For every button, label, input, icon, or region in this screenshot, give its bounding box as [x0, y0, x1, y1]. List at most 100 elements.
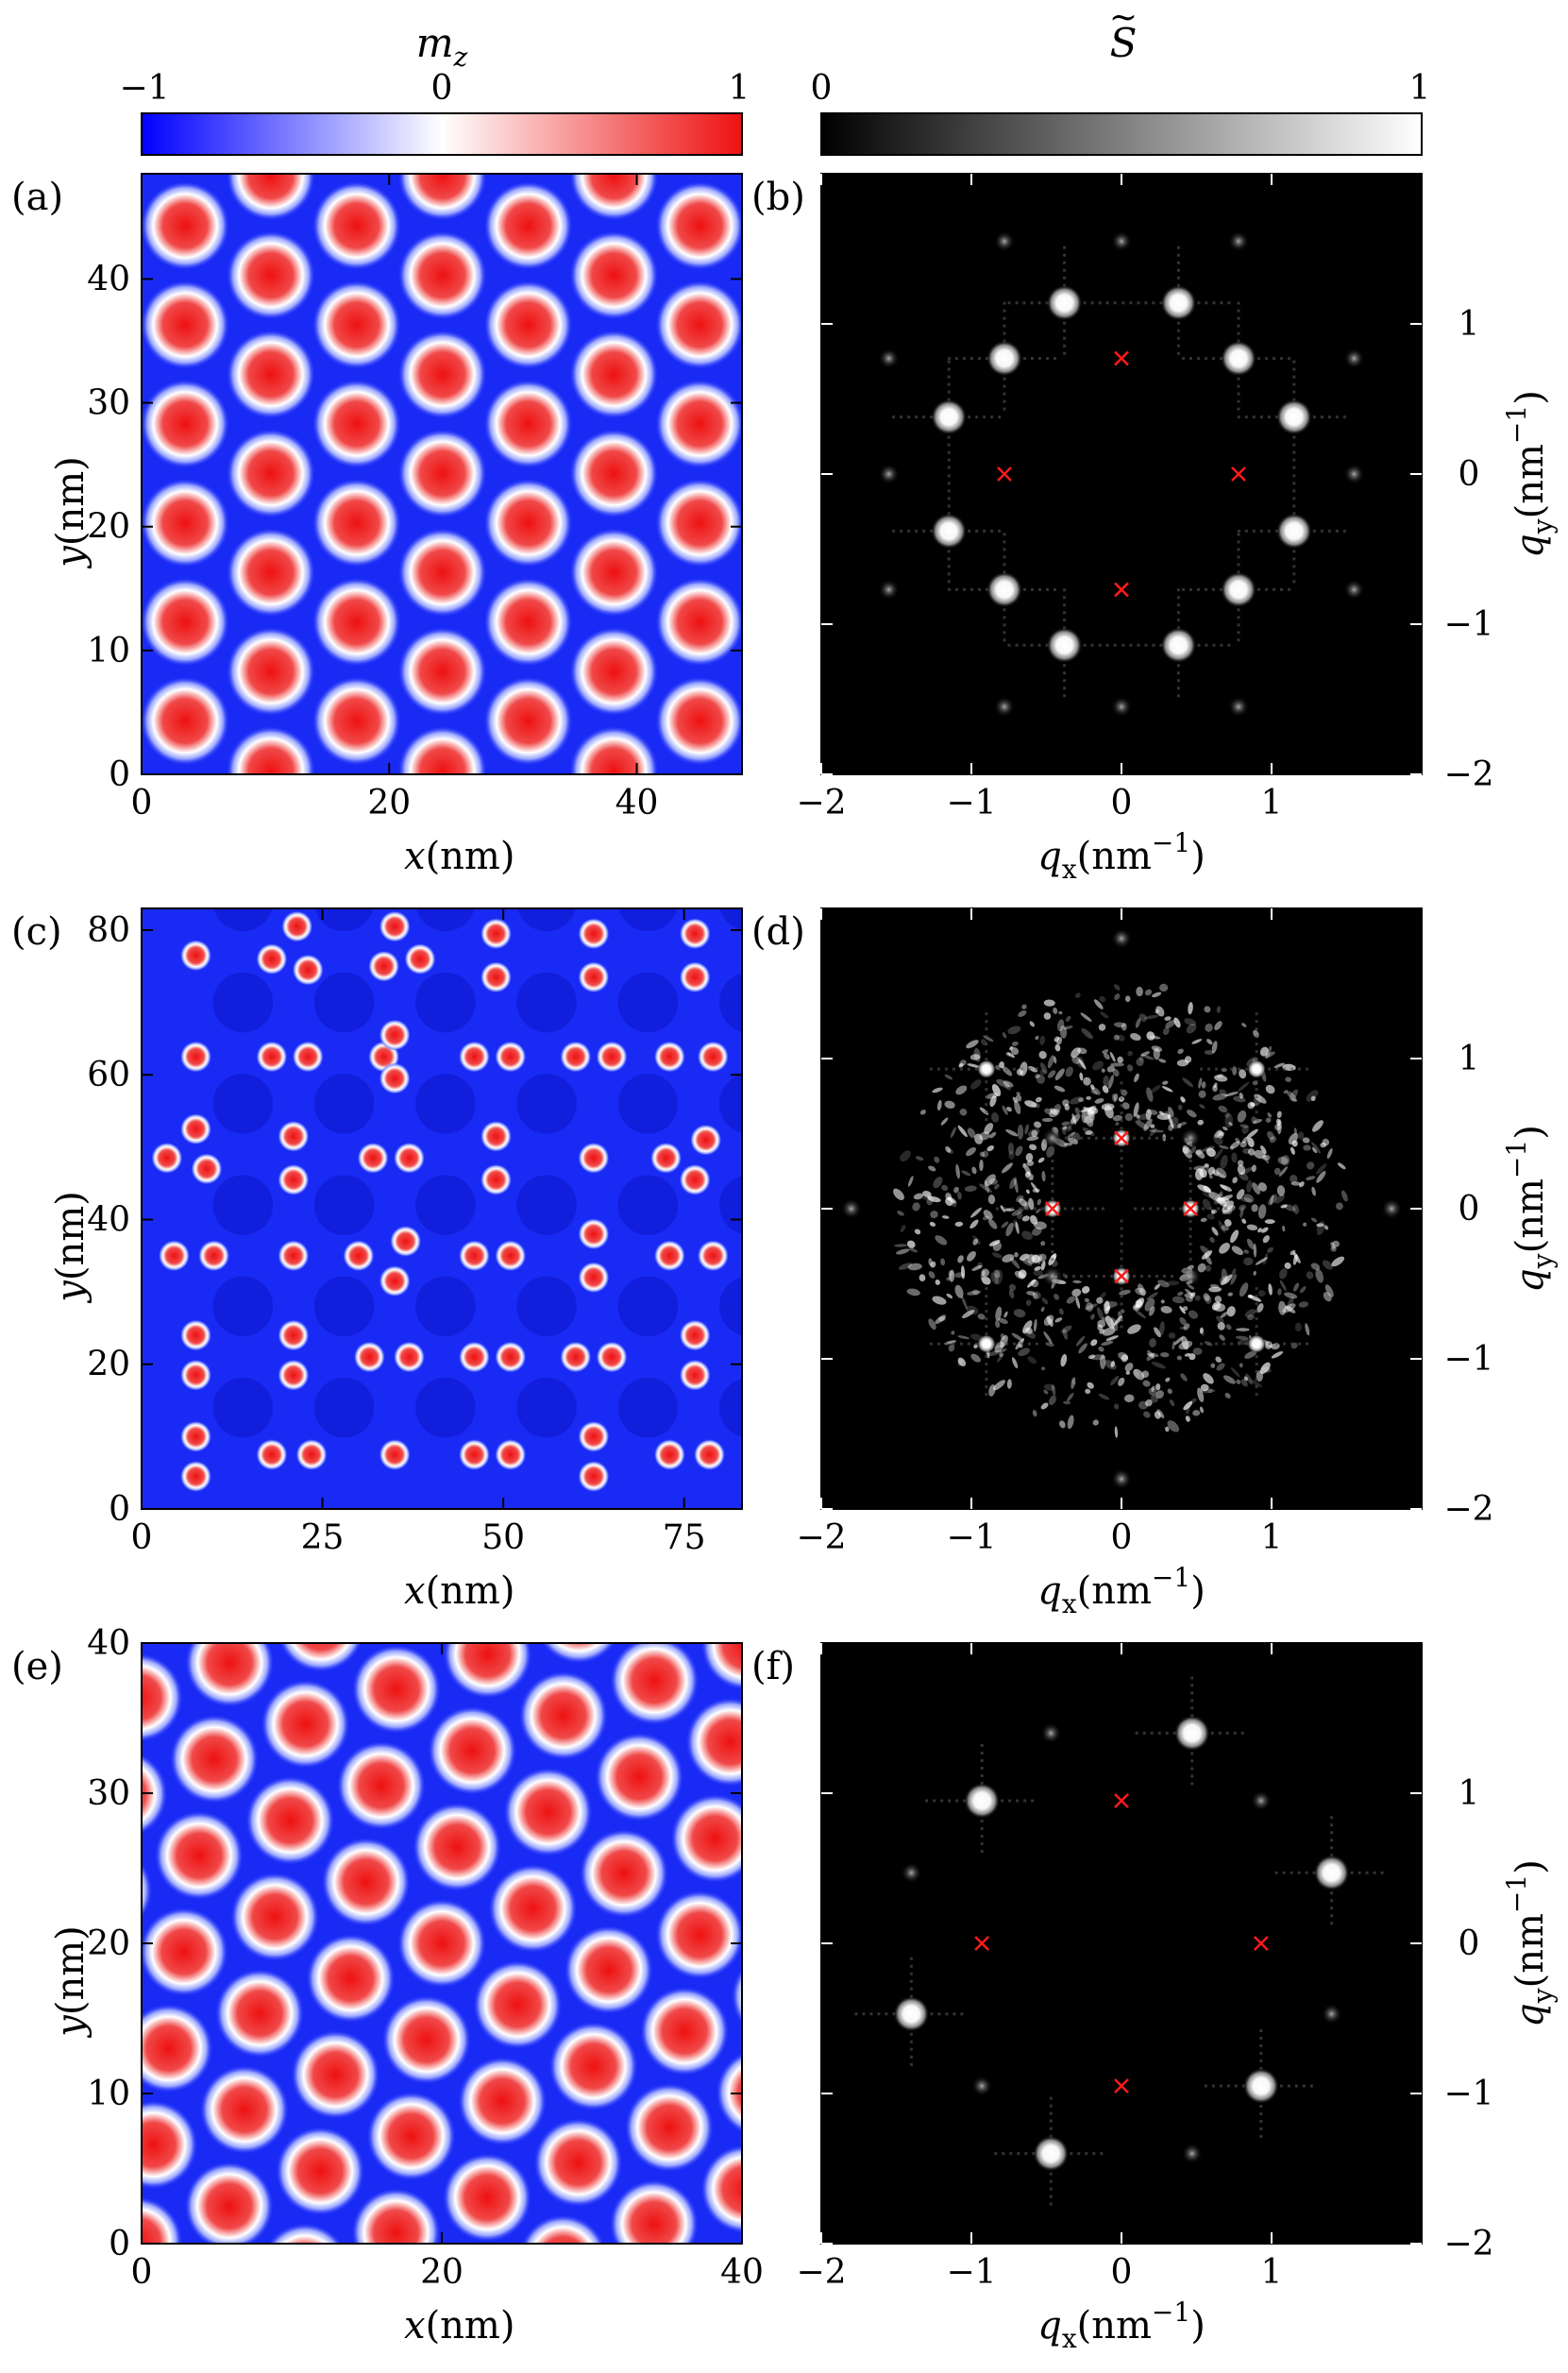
speckle: [1217, 1196, 1227, 1207]
bright-peak: [931, 398, 968, 435]
y-tick-label: −2: [1443, 1490, 1493, 1529]
x-tick-label: −2: [796, 784, 846, 822]
speckle: [1260, 1227, 1269, 1233]
speckle: [1206, 1147, 1216, 1158]
speckle: [941, 1215, 950, 1219]
speckle: [971, 1289, 979, 1296]
speckle: [986, 1144, 994, 1152]
skyrmion: [142, 676, 229, 766]
speckle: [1224, 1092, 1239, 1097]
speckle: [1199, 1104, 1206, 1109]
skyrmion: [397, 528, 487, 618]
speckle: [1060, 1126, 1072, 1132]
speckle: [907, 1176, 914, 1187]
speckle: [1082, 1286, 1090, 1294]
skyrmion: [578, 1460, 610, 1493]
speckle: [999, 1348, 1007, 1353]
speckle: [1104, 1105, 1114, 1119]
speckle: [1241, 1126, 1249, 1134]
speckle: [1207, 1388, 1213, 1394]
speckle: [1048, 1395, 1056, 1405]
x-tick-label: 40: [720, 2253, 764, 2292]
speckle: [993, 1269, 1001, 1279]
speckle: [1299, 1181, 1305, 1188]
speckle: [1029, 1021, 1035, 1027]
faint-peak: [901, 1862, 922, 1884]
speckle: [1096, 1297, 1104, 1304]
speckle: [945, 1145, 952, 1153]
sq-background: [821, 1643, 1422, 2244]
speckle: [1093, 999, 1104, 1009]
y-tick-label: 0: [1458, 1924, 1480, 1963]
speckle: [984, 1179, 990, 1194]
speckle: [1062, 1099, 1070, 1107]
skyrmion: [368, 950, 400, 982]
speckle: [1032, 1291, 1041, 1299]
speckle: [1251, 1204, 1258, 1212]
faint-peak: [1181, 2143, 1203, 2164]
speckle: [1145, 1109, 1152, 1121]
speckle: [893, 1188, 904, 1200]
speckle: [1220, 1155, 1228, 1169]
speckle: [1206, 1213, 1215, 1220]
speckle: [1127, 1324, 1141, 1334]
speckle: [1010, 1046, 1020, 1056]
speckle: [1323, 1292, 1332, 1302]
speckle: [1259, 1046, 1269, 1057]
skyrmion: [548, 2022, 638, 2110]
speckle: [1220, 1312, 1228, 1318]
speckle: [1156, 1113, 1172, 1121]
speckle: [989, 1095, 997, 1108]
skyrmion: [700, 1643, 742, 1690]
speckle: [1016, 1212, 1023, 1220]
speckle: [1102, 1085, 1109, 1093]
skyrmion: [278, 1163, 310, 1195]
speckle: [1101, 1340, 1114, 1346]
skyrmion: [312, 479, 401, 568]
skyrmion: [281, 910, 313, 942]
speckle: [922, 1190, 932, 1197]
speckle: [1292, 1251, 1301, 1263]
speckle: [1054, 1036, 1060, 1042]
y-tick-label: 0: [109, 1490, 130, 1529]
speckle: [1244, 1309, 1256, 1317]
speckle: [1149, 1129, 1164, 1133]
y-axis-label: y(nm): [49, 1191, 93, 1304]
speckle: [1025, 1299, 1032, 1306]
skyrmion: [596, 1341, 628, 1373]
speckle: [1290, 1146, 1295, 1155]
speckle: [1100, 1011, 1109, 1019]
speckle: [1256, 1303, 1264, 1313]
speckle: [1155, 1383, 1161, 1391]
bright-peak: [893, 1995, 930, 2032]
speckle: [945, 1193, 953, 1201]
speckle: [984, 1123, 994, 1134]
y-tick-label: 0: [1458, 455, 1480, 494]
speckle: [1082, 1112, 1087, 1119]
y-axis-label: qy(nm−1): [1501, 1859, 1559, 2027]
skyrmion: [655, 676, 742, 766]
speckle: [1092, 1060, 1104, 1071]
faint-peak: [1111, 927, 1132, 949]
speckle: [1220, 1184, 1233, 1192]
skyrmion: [495, 1438, 527, 1471]
y-tick-label: −1: [1443, 1340, 1493, 1379]
speckle: [1006, 1379, 1012, 1389]
speckle: [1177, 1104, 1183, 1110]
speckle: [1035, 1035, 1039, 1041]
speckle: [1205, 1165, 1209, 1174]
speckle: [1312, 1147, 1318, 1154]
speckle: [1216, 1006, 1222, 1013]
speckle: [1161, 1086, 1173, 1093]
speckle: [1049, 1109, 1060, 1118]
skyrmion: [533, 2118, 623, 2208]
skyrmion: [655, 380, 742, 468]
speckle: [999, 1352, 1003, 1357]
skyrmion: [653, 1041, 686, 1073]
skyrmion: [569, 230, 659, 320]
speckle: [966, 1040, 979, 1049]
sq-background: [821, 908, 1422, 1509]
speckle: [1059, 1025, 1068, 1039]
y-tick-label: 40: [87, 1200, 130, 1239]
bright-peak: [1221, 571, 1257, 608]
